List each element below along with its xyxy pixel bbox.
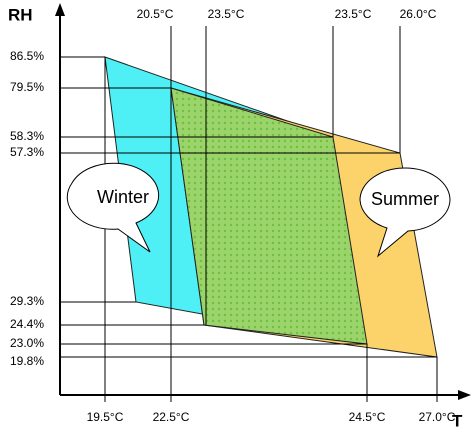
winter-label: Winter <box>97 187 149 207</box>
rh-label: 86.5% <box>10 49 44 63</box>
top-temp-label: 23.5°C <box>208 7 245 21</box>
rh-label: 58.3% <box>10 129 44 143</box>
winter-callout <box>66 162 160 253</box>
bottom-temp-label: 22.5°C <box>153 410 190 424</box>
bottom-temp-label: 19.5°C <box>87 410 124 424</box>
summer-callout <box>359 167 451 258</box>
bottom-temp-label: 24.5°C <box>349 410 386 424</box>
rh-label: 57.3% <box>10 145 44 159</box>
rh-label: 79.5% <box>10 80 44 94</box>
y-axis-label: RH <box>8 5 33 24</box>
top-temp-label: 20.5°C <box>137 7 174 21</box>
rh-label: 19.8% <box>10 354 44 368</box>
rh-label: 23.0% <box>10 336 44 350</box>
bottom-temp-label: 27.0°C <box>419 410 456 424</box>
rh-label: 24.4% <box>10 317 44 331</box>
summer-label: Summer <box>371 189 439 209</box>
y-arrow <box>55 3 65 16</box>
x-axis-label: T <box>452 411 463 430</box>
guide-lines <box>60 26 438 402</box>
rh-label: 29.3% <box>10 294 44 308</box>
top-temp-label: 26.0°C <box>400 7 437 21</box>
x-arrow <box>458 390 471 400</box>
top-temp-label: 23.5°C <box>335 7 372 21</box>
